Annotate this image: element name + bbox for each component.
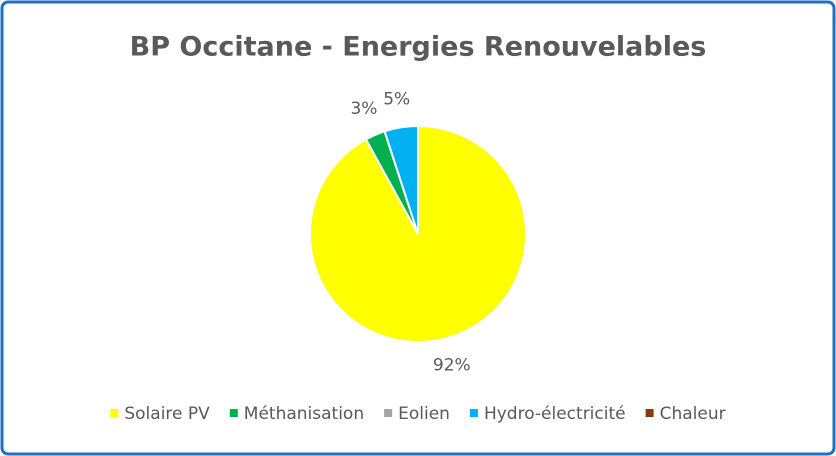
legend-label: Hydro-électricité	[484, 404, 626, 424]
legend-marker	[469, 409, 478, 417]
legend-marker	[229, 409, 238, 417]
legend-label: Solaire PV	[124, 404, 210, 424]
legend-label: Méthanisation	[244, 404, 364, 424]
legend-marker	[645, 409, 654, 417]
chart-title: BP Occitane - Energies Renouvelables	[130, 32, 707, 63]
legend-label: Eolien	[398, 404, 450, 424]
data-label: 5%	[383, 90, 410, 110]
legend-marker	[110, 409, 119, 417]
data-label: 3%	[350, 99, 377, 119]
legend-label: Chaleur	[660, 404, 726, 424]
legend-marker	[384, 409, 393, 417]
data-label: 92%	[433, 356, 471, 376]
